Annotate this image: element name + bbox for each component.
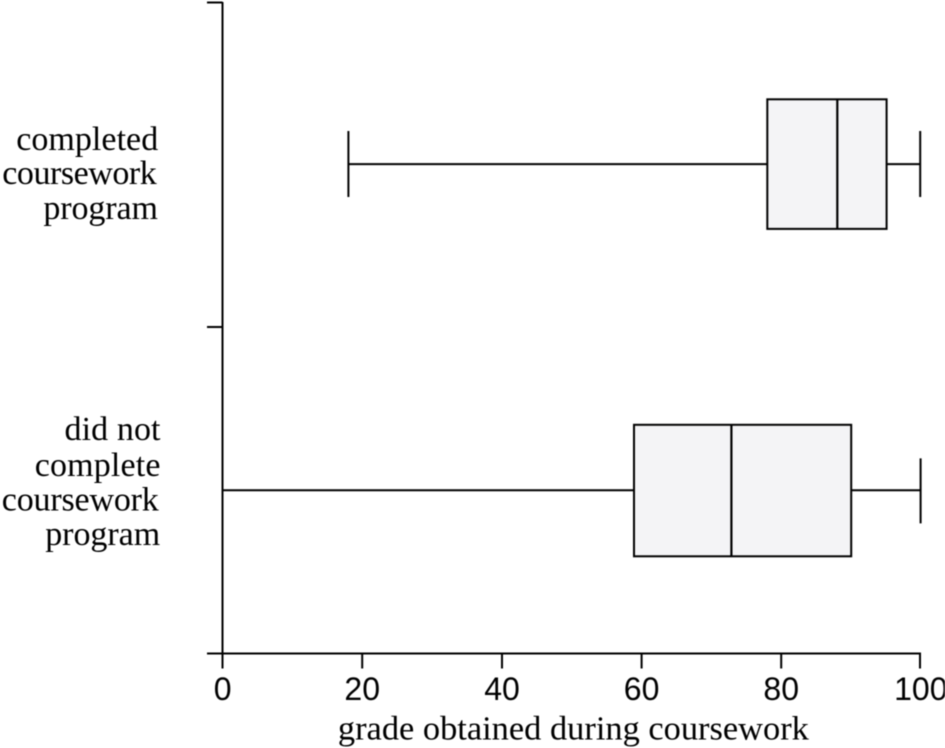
svg-text:coursework: coursework [2, 482, 159, 519]
svg-text:40: 40 [484, 671, 520, 707]
svg-text:60: 60 [624, 671, 660, 707]
svg-text:100: 100 [894, 671, 945, 707]
svg-text:grade obtained during coursewo: grade obtained during coursework [338, 711, 809, 748]
svg-text:completed: completed [16, 121, 158, 158]
svg-text:20: 20 [344, 671, 380, 707]
svg-text:coursework: coursework [2, 155, 156, 192]
svg-text:complete: complete [35, 447, 161, 484]
svg-text:0: 0 [214, 671, 232, 707]
svg-text:80: 80 [763, 671, 799, 707]
svg-text:program: program [43, 190, 158, 227]
svg-text:program: program [45, 516, 160, 553]
svg-text:did not: did not [65, 411, 162, 448]
